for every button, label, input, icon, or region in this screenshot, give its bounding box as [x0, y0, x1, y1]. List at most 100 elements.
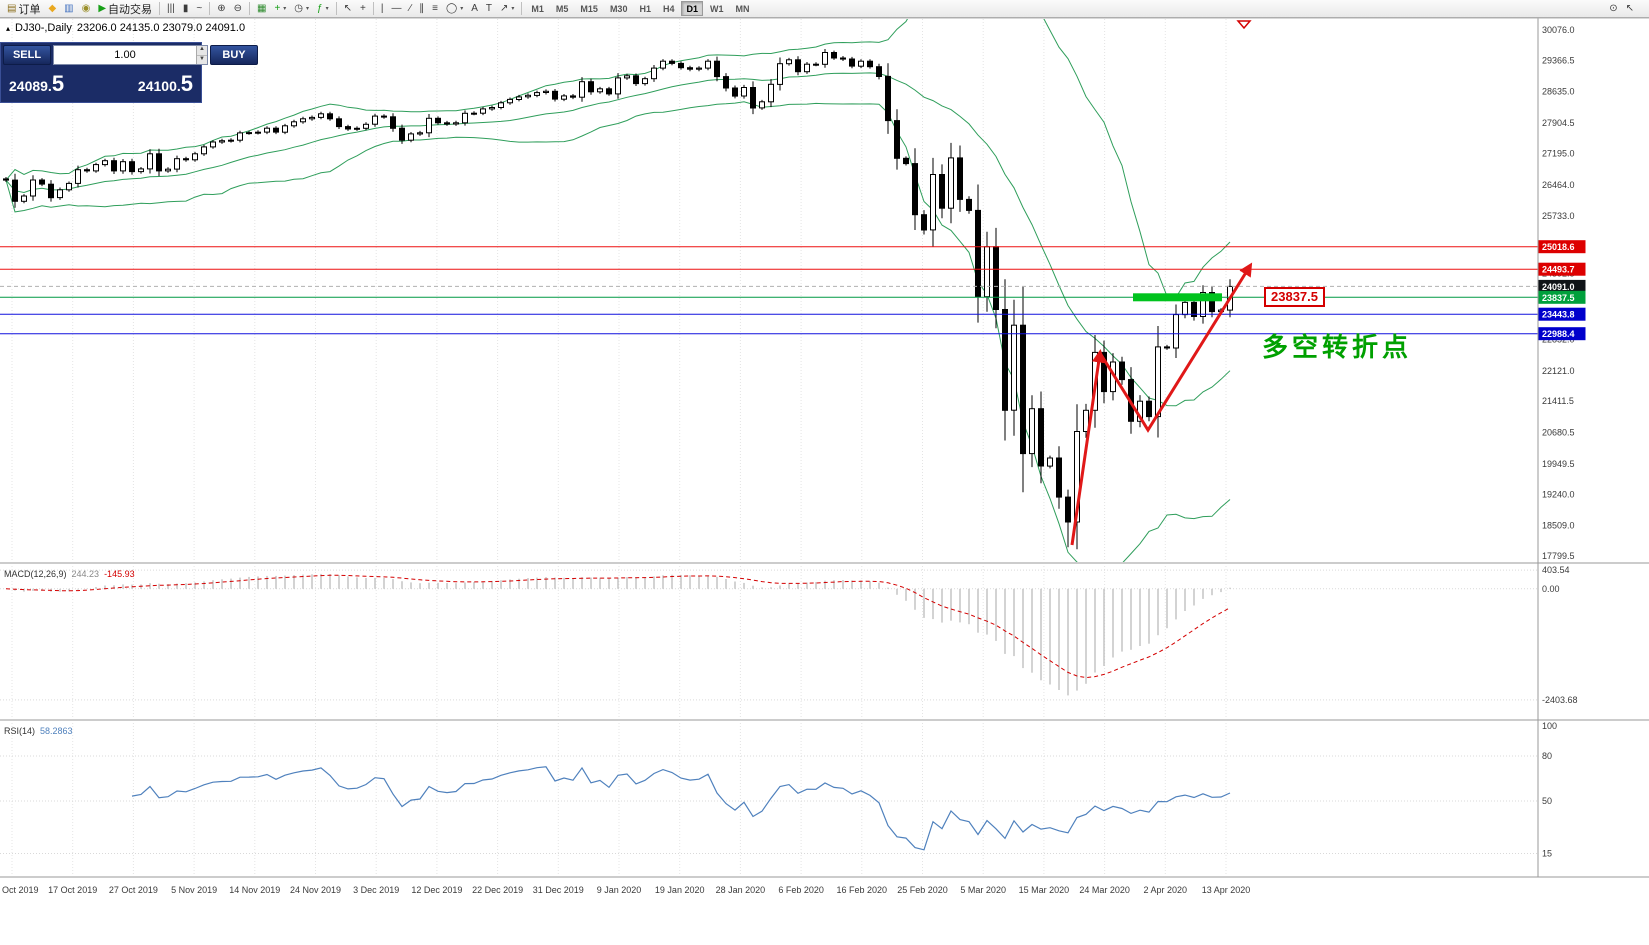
candle [102, 160, 108, 166]
toolbar-right-group: ⊙ ↖ [1605, 1, 1638, 17]
timeframe-m30[interactable]: M30 [609, 3, 628, 14]
cursor-tool-button[interactable]: ↖ [340, 1, 356, 17]
date-axis-label: 28 Jan 2020 [716, 885, 766, 895]
arrows-tool-button[interactable]: ↗ ▾ [496, 1, 518, 17]
quick-zoom-icon[interactable]: ⊙ [1605, 1, 1621, 17]
timeframe-m15[interactable]: M15 [580, 3, 598, 14]
lot-increase-button[interactable]: ▲ [197, 46, 207, 56]
shapes-tool-button[interactable]: ◯ ▾ [442, 1, 467, 17]
timeframe-h4[interactable]: H4 [662, 3, 675, 14]
orders-button[interactable]: ▤ 订单 [3, 1, 44, 17]
hline-tool-button[interactable]: — [387, 1, 405, 17]
chevron-down-icon[interactable]: ▾ [511, 6, 515, 12]
pointer-mode-icon[interactable]: ↖ [1622, 1, 1638, 17]
lot-spinner: ▲ ▼ [196, 46, 207, 64]
channel-tool-button[interactable]: ∥ [415, 1, 428, 17]
toolbar: ▤ 订单 ◆ ▥ ◉ ▶ 自动交易 ||| ▮ ~ ⊕ ⊖ ▦ + ▾ ◷ ▾ ƒ ▾ ↖ + | — ∕ ∥ ≡ ◯ ▾ A T ↗ ▾ M… [0, 0, 1649, 18]
candle [363, 123, 369, 129]
strategy-tester-button[interactable]: ◷ ▾ [290, 1, 313, 17]
text-tool-button[interactable]: A [467, 1, 482, 17]
candle [741, 87, 747, 97]
timeframe-h1[interactable]: H1 [639, 3, 651, 14]
vline-tool-button[interactable]: | [377, 1, 388, 17]
candle [885, 75, 891, 122]
candle [39, 179, 45, 185]
thick-green-level-bar[interactable] [1133, 293, 1222, 302]
autotrading-button[interactable]: ▶ 自动交易 [94, 1, 156, 17]
candle [633, 75, 639, 85]
trendline-tool-button[interactable]: ∕ [405, 1, 415, 17]
mql5-market-button[interactable]: ◆ [44, 1, 60, 17]
turning-point-annotation[interactable]: 多空转折点 [1262, 332, 1413, 362]
candle [390, 116, 396, 129]
new-order-button[interactable]: + ▾ [270, 1, 290, 17]
sell-button[interactable]: SELL [3, 45, 51, 65]
label-tool-button[interactable]: T [482, 1, 496, 17]
line-mode-button[interactable]: ~ [192, 1, 206, 17]
timeframe-d1[interactable]: D1 [681, 1, 703, 16]
candles-mode-button[interactable]: ▮ [179, 1, 193, 17]
chevron-down-icon[interactable]: ▾ [306, 6, 310, 12]
svg-text:22988.4: 22988.4 [1542, 329, 1575, 339]
level-price-label[interactable]: 23837.5 [1264, 287, 1325, 307]
zoom-in-button[interactable]: ⊕ [213, 1, 229, 17]
chevron-down-icon[interactable]: ▾ [460, 6, 464, 12]
price-axis[interactable]: 30076.0 29366.5 28635.0 27904.5 27195.0 26464… [1538, 25, 1586, 561]
timeframe-m1[interactable]: M1 [531, 3, 544, 14]
sell-price-main: 24089. [9, 78, 52, 94]
candle [417, 132, 423, 135]
candle [570, 95, 576, 98]
candle [1020, 324, 1026, 455]
candle [111, 160, 117, 172]
rsi-axis: 100 80 50 15 [1542, 721, 1557, 859]
candle [525, 94, 531, 98]
candle [1146, 400, 1152, 418]
fibonacci-tool-button[interactable]: ≡ [428, 1, 442, 17]
community-icon: ◉ [81, 2, 91, 14]
date-axis[interactable]: Oct 2019 17 Oct 2019 27 Oct 2019 5 Nov 2019… [2, 885, 1250, 895]
news-button[interactable]: ▥ [60, 1, 77, 17]
horizontal-level-lines[interactable] [0, 246, 1538, 335]
svg-text:23443.8: 23443.8 [1542, 310, 1575, 320]
chevron-down-icon[interactable]: ▾ [283, 6, 287, 12]
rsi-axis-label: 100 [1542, 721, 1557, 731]
chevron-down-icon[interactable]: ▾ [325, 6, 329, 12]
crosshair-tool-button[interactable]: + [356, 1, 370, 17]
price-axis-label: 28635.0 [1542, 87, 1575, 97]
candle [696, 67, 702, 70]
candle [84, 169, 90, 172]
zoom-out-button[interactable]: ⊖ [230, 1, 246, 17]
fibonacci-tool-icon: ≡ [432, 2, 438, 14]
candle [975, 209, 981, 298]
candle [606, 88, 612, 95]
panel-separators[interactable] [0, 17, 1649, 879]
buy-button[interactable]: BUY [210, 45, 258, 65]
bars-mode-button[interactable]: ||| [163, 1, 179, 17]
candle [552, 90, 558, 100]
candle [138, 168, 144, 173]
sell-price: 24089.5 [9, 73, 64, 96]
candle [318, 113, 324, 118]
one-click-buttons-row: SELL ▲ ▼ BUY [3, 45, 258, 65]
timeframe-w1[interactable]: W1 [710, 3, 724, 14]
price-badge: 24091.0 [1538, 279, 1586, 293]
candle [381, 115, 387, 118]
trend-arrows[interactable] [1070, 262, 1253, 546]
timeframe-mn[interactable]: MN [735, 3, 750, 14]
tile-windows-button[interactable]: ▦ [253, 1, 270, 17]
rsi-name: RSI(14) [4, 726, 36, 736]
mql5-market-icon: ◆ [48, 2, 57, 14]
toolbar-separator [521, 2, 523, 15]
indicators-button[interactable]: ƒ ▾ [313, 1, 333, 17]
timeframe-m5[interactable]: M5 [555, 3, 569, 14]
macd-axis: 403.54 0.00 -2403.68 [1542, 565, 1578, 705]
price-axis-label: 27195.0 [1542, 148, 1575, 158]
candle [273, 127, 279, 133]
date-axis-label: 31 Dec 2019 [533, 885, 584, 895]
community-button[interactable]: ◉ [78, 1, 95, 17]
lot-size-input[interactable] [54, 46, 196, 64]
chart-shift-marker[interactable] [1236, 20, 1252, 30]
candle [831, 52, 837, 59]
lot-decrease-button[interactable]: ▼ [197, 55, 207, 64]
